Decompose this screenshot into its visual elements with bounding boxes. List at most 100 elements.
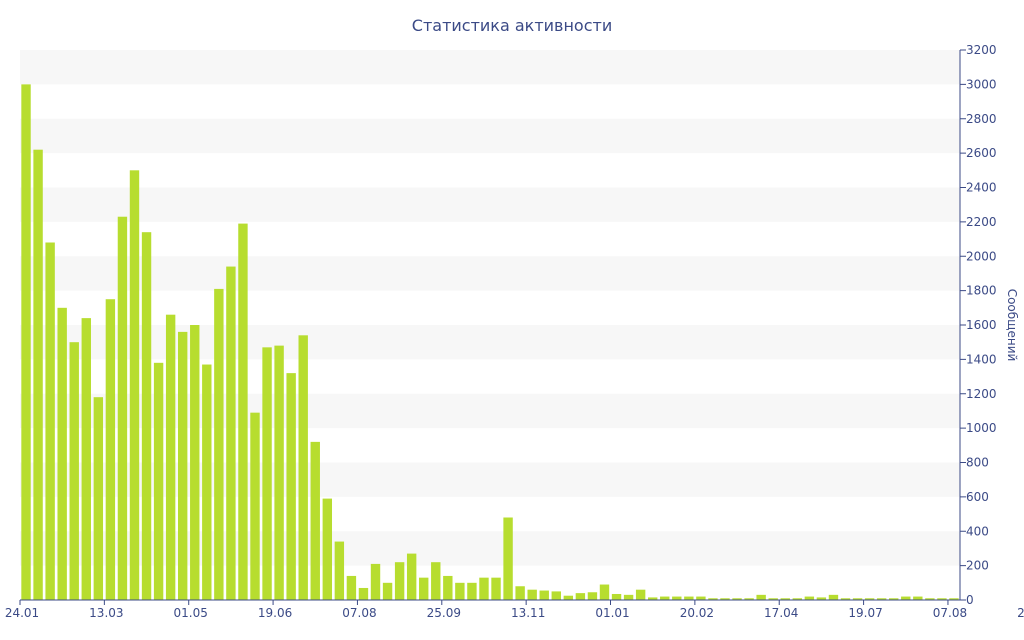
bar [190, 325, 200, 600]
bar [611, 593, 622, 600]
y-tick-label: 2600 [966, 146, 997, 160]
grid-band [20, 325, 960, 360]
bar [202, 364, 212, 600]
grid-band [20, 50, 960, 85]
bar [105, 299, 116, 600]
bar [575, 593, 586, 600]
y-axis-label: Сообщений [1005, 289, 1019, 362]
bar [370, 563, 381, 600]
grid-band [20, 531, 960, 566]
bar [310, 441, 320, 600]
y-tick-label: 3000 [966, 77, 997, 91]
bar [684, 596, 694, 600]
bar [45, 242, 55, 600]
x-tick-label: 13.11 [511, 606, 545, 620]
bar [117, 216, 128, 600]
bar [165, 314, 176, 600]
bar [479, 577, 489, 600]
x-ticks: 24.01 13.03 01.05 19.06 07.08 25.09 13.11 01.01… [5, 600, 1024, 620]
bar [129, 170, 140, 600]
bar [804, 596, 815, 600]
y-tick-label: 1600 [966, 318, 997, 332]
bar [756, 594, 766, 600]
x-tick-label: 01.05 [174, 606, 208, 620]
bar [828, 594, 839, 600]
y-tick-label: 2400 [966, 181, 997, 195]
bar [358, 587, 369, 600]
bar [852, 598, 863, 600]
bar [708, 598, 718, 600]
bar [238, 223, 248, 600]
grid-band [20, 462, 960, 497]
grid-band [20, 187, 960, 222]
bar [69, 342, 79, 600]
bar [214, 288, 224, 600]
bar [467, 582, 477, 600]
x-tick-label: 19.07 [848, 606, 882, 620]
bar [394, 562, 405, 600]
bar [262, 347, 272, 600]
bar [792, 598, 803, 600]
bar [21, 84, 31, 600]
y-tick-label: 2200 [966, 215, 997, 229]
bar [925, 598, 935, 600]
grid-band [20, 393, 960, 429]
x-tick-label: 07.08 [933, 606, 967, 620]
bar [286, 373, 296, 600]
y-tick-label: 800 [966, 456, 989, 470]
y-tick-label: 3200 [966, 43, 997, 57]
bar [623, 594, 634, 600]
bar [563, 595, 574, 600]
bar [889, 598, 899, 600]
bar [141, 232, 152, 600]
y-tick-label: 600 [966, 490, 989, 504]
bar [672, 596, 682, 600]
y-ticks: 0 200 400 600 800 1000 1200 1400 1600 1800 2000 220… [960, 43, 997, 607]
bar [443, 575, 453, 600]
bar [732, 598, 742, 600]
bar [81, 318, 91, 600]
y-tick-label: 2000 [966, 249, 997, 263]
bar [780, 598, 790, 600]
x-tick-label: 24.01 [5, 606, 39, 620]
bar [720, 598, 730, 600]
y-tick-label: 1800 [966, 284, 997, 298]
x-tick-label: 19.06 [258, 606, 292, 620]
bar [334, 541, 345, 600]
grid-band [20, 256, 960, 291]
bar [226, 266, 236, 600]
x-tick-label: 17.04 [764, 606, 798, 620]
bar [153, 362, 164, 600]
bar [816, 597, 827, 600]
y-tick-label: 1000 [966, 421, 997, 435]
bar [876, 598, 887, 600]
bar [346, 575, 357, 600]
bar [840, 598, 851, 600]
chart-title: Статистика активности [412, 16, 612, 35]
x-tick-label: 20.02 [680, 606, 714, 620]
bar [419, 577, 429, 600]
bar [696, 596, 706, 600]
bar [901, 596, 911, 600]
bar [744, 598, 754, 600]
bar [250, 412, 260, 600]
grid-band [20, 118, 960, 154]
bar [93, 397, 104, 600]
bar [635, 589, 646, 600]
bar [515, 586, 525, 600]
bar [587, 592, 598, 600]
grid-bands [20, 50, 960, 566]
x-tick-label: 25.09 [427, 606, 461, 620]
bar [660, 596, 670, 600]
bar [551, 591, 561, 600]
x-tick-label: 01.01 [595, 606, 629, 620]
y-tick-label: 400 [966, 524, 989, 538]
x-tick-label: 26.08 [1017, 606, 1024, 620]
bars [21, 84, 959, 600]
bar [491, 577, 501, 600]
y-tick-label: 1200 [966, 387, 997, 401]
y-tick-label: 200 [966, 559, 989, 573]
x-tick-label: 13.03 [89, 606, 123, 620]
bar [527, 589, 537, 600]
